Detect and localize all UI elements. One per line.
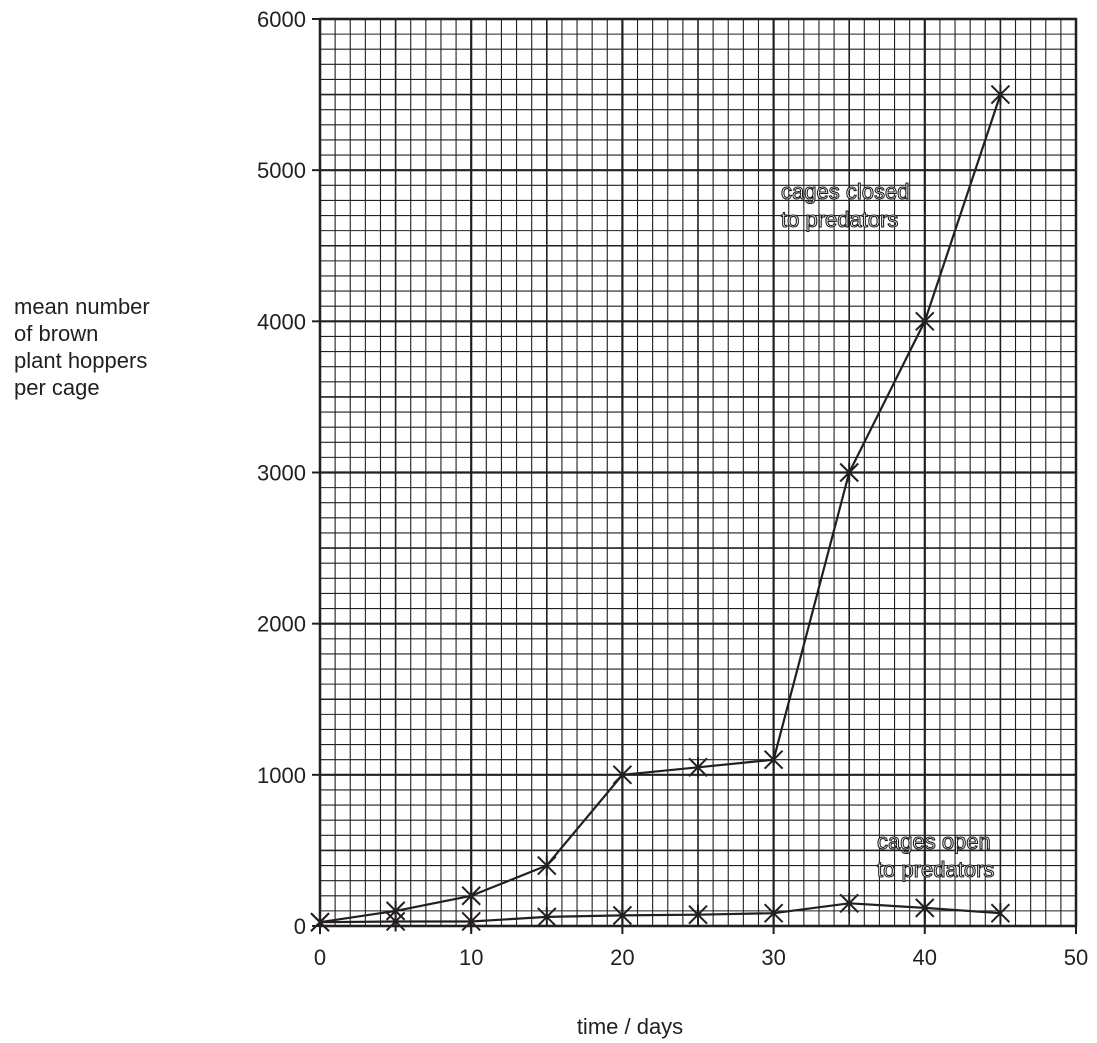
- series-label-line: cages closed: [781, 179, 909, 204]
- data-point: [839, 893, 859, 914]
- series-label-line: cages open: [877, 829, 991, 854]
- x-tick-label: 20: [610, 945, 634, 970]
- y-axis-title-line: of brown: [14, 321, 99, 346]
- data-point: [763, 749, 784, 770]
- data-point: [763, 903, 784, 924]
- x-tick-label: 0: [314, 945, 326, 970]
- data-point: [385, 911, 406, 932]
- data-point: [990, 84, 1011, 105]
- y-axis-title-line: per cage: [14, 375, 100, 400]
- data-point: [990, 903, 1011, 924]
- series-label-line: to predators: [877, 857, 994, 882]
- labels: cages closed to predators cages open to pre…: [780, 178, 995, 882]
- y-tick-label: 5000: [257, 158, 306, 183]
- y-tick-label: 0: [294, 914, 306, 939]
- axes: 0 10 20 30 40 50 0 1000 2000 3000 4000 5000 6000: [257, 7, 1088, 970]
- y-tick-label: 6000: [257, 7, 306, 32]
- grid: [318, 17, 1078, 928]
- data-point: [461, 885, 481, 906]
- data-point: [461, 911, 481, 932]
- x-tick-label: 40: [913, 945, 937, 970]
- y-tick-label: 1000: [257, 763, 306, 788]
- x-tick-label: 50: [1064, 945, 1088, 970]
- series-line-open: [319, 902, 1001, 924]
- data-point: [612, 764, 633, 785]
- x-axis-title: time / days: [577, 1014, 683, 1039]
- series-line-closed: [319, 94, 1002, 924]
- y-axis-title-line: mean number: [14, 294, 150, 319]
- data-point: [688, 757, 708, 778]
- y-tick-label: 2000: [257, 612, 306, 637]
- data-point: [537, 855, 557, 876]
- data-point: [915, 311, 935, 332]
- series-label-line: to predators: [781, 207, 898, 232]
- data-point: [688, 904, 708, 925]
- x-tick-label: 30: [761, 945, 785, 970]
- y-tick-label: 4000: [257, 309, 306, 334]
- series-label-open: cages open to predators: [877, 829, 994, 882]
- data-point: [310, 912, 330, 933]
- data-point: [612, 905, 633, 926]
- x-tick-label: 10: [459, 945, 483, 970]
- y-axis-title: mean number of brown plant hoppers per c…: [14, 293, 150, 401]
- series-label-closed: cages closed to predators: [781, 179, 909, 232]
- series-layer: [310, 84, 1011, 933]
- data-point: [537, 906, 557, 927]
- data-point: [915, 897, 935, 918]
- data-point: [839, 462, 859, 483]
- y-tick-label: 3000: [257, 461, 306, 486]
- y-axis-title-line: plant hoppers: [14, 348, 148, 373]
